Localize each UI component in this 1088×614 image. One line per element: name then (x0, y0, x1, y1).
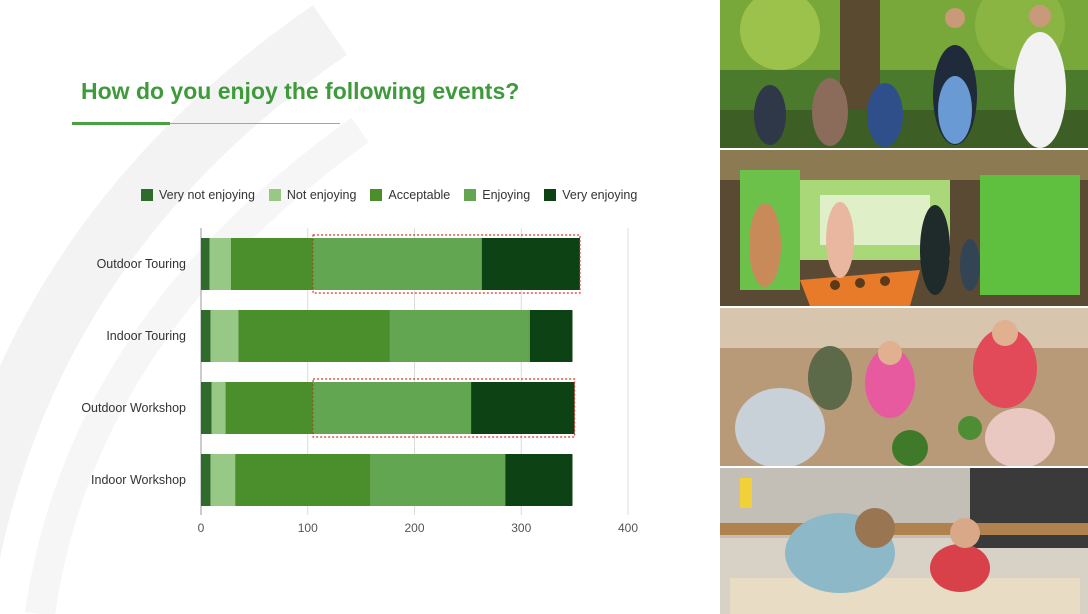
bar-segment (389, 310, 530, 362)
bar-segment (370, 454, 506, 506)
legend-label: Not enjoying (286, 188, 357, 202)
legend-swatch (141, 189, 153, 201)
chart-legend: Very not enjoying Not enjoying Acceptable E… (141, 188, 637, 202)
legend-swatch (370, 189, 383, 201)
title-underline-accent (72, 122, 170, 125)
bar-segment (481, 238, 580, 290)
y-category-label: Outdoor Workshop (81, 401, 186, 415)
stacked-bar-chart: 0 100 200 300 400 Outdoor Touring Indoor Touri… (81, 228, 638, 535)
legend-item: Very enjoying (544, 188, 637, 202)
background-swoosh (0, 5, 348, 559)
photo-woodshop-workshop (720, 468, 1088, 614)
legend-item: Very not enjoying (141, 188, 255, 202)
bar-segment (529, 310, 573, 362)
x-tick-label: 0 (198, 521, 205, 535)
legend-label: Acceptable (388, 188, 451, 202)
bar-segment (210, 310, 239, 362)
photo-collage (720, 0, 1088, 614)
legend-swatch (268, 189, 281, 201)
bar-segment (235, 454, 371, 506)
bar-segment (201, 310, 211, 362)
bar-segment (201, 382, 212, 434)
bar-segment (201, 454, 211, 506)
x-tick-label: 100 (298, 521, 318, 535)
bar-segment (313, 382, 472, 434)
slide-title: How do you enjoy the following events? (81, 78, 520, 104)
x-tick-label: 300 (511, 521, 531, 535)
x-tick-label: 200 (404, 521, 424, 535)
legend-label: Very not enjoying (159, 188, 255, 202)
legend-item: Not enjoying (268, 188, 357, 202)
bar-segment (230, 238, 314, 290)
title-underline (72, 123, 340, 124)
legend-label: Very enjoying (562, 188, 638, 202)
bar-segment (211, 382, 226, 434)
legend-item: Enjoying (464, 188, 530, 202)
bar-segment (201, 238, 210, 290)
photo-garden-workshop (720, 308, 1088, 466)
x-tick-label: 400 (618, 521, 638, 535)
legend-swatch (544, 189, 557, 201)
bar-segment (471, 382, 575, 434)
highlight-box (312, 234, 581, 294)
bar-segment (313, 238, 482, 290)
y-category-label: Indoor Touring (106, 329, 186, 343)
bar-segment (238, 310, 390, 362)
bar-segment (209, 238, 231, 290)
legend-item: Acceptable (370, 188, 450, 202)
legend-label: Enjoying (482, 188, 531, 202)
photo-indoor-exhibit (720, 150, 1088, 306)
y-category-label: Outdoor Touring (97, 257, 186, 271)
bar-segment (225, 382, 314, 434)
y-category-label: Indoor Workshop (91, 473, 186, 487)
photo-forest-tour (720, 0, 1088, 148)
legend-swatch (464, 189, 477, 201)
bar-segment (210, 454, 236, 506)
bar-segment (505, 454, 573, 506)
